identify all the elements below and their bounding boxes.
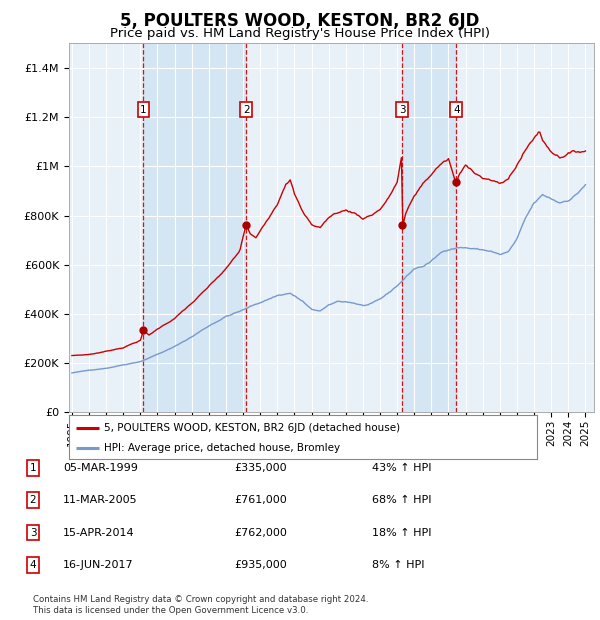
Text: 5, POULTERS WOOD, KESTON, BR2 6JD (detached house): 5, POULTERS WOOD, KESTON, BR2 6JD (detac… <box>104 423 400 433</box>
Text: 4: 4 <box>453 105 460 115</box>
Text: 3: 3 <box>399 105 406 115</box>
Text: Contains HM Land Registry data © Crown copyright and database right 2024.
This d: Contains HM Land Registry data © Crown c… <box>33 595 368 614</box>
Text: 68% ↑ HPI: 68% ↑ HPI <box>372 495 431 505</box>
Text: £761,000: £761,000 <box>234 495 287 505</box>
Text: 18% ↑ HPI: 18% ↑ HPI <box>372 528 431 538</box>
Text: 5, POULTERS WOOD, KESTON, BR2 6JD: 5, POULTERS WOOD, KESTON, BR2 6JD <box>121 12 479 30</box>
Text: 16-JUN-2017: 16-JUN-2017 <box>63 560 134 570</box>
Text: 11-MAR-2005: 11-MAR-2005 <box>63 495 137 505</box>
Text: 43% ↑ HPI: 43% ↑ HPI <box>372 463 431 473</box>
Text: 05-MAR-1999: 05-MAR-1999 <box>63 463 138 473</box>
Text: £335,000: £335,000 <box>234 463 287 473</box>
Text: 2: 2 <box>243 105 250 115</box>
Text: 8% ↑ HPI: 8% ↑ HPI <box>372 560 425 570</box>
Text: 2: 2 <box>29 495 37 505</box>
Text: 4: 4 <box>29 560 37 570</box>
Text: 15-APR-2014: 15-APR-2014 <box>63 528 134 538</box>
Text: Price paid vs. HM Land Registry's House Price Index (HPI): Price paid vs. HM Land Registry's House … <box>110 27 490 40</box>
Text: 1: 1 <box>140 105 147 115</box>
Bar <box>143 43 247 412</box>
Text: £935,000: £935,000 <box>234 560 287 570</box>
Text: 3: 3 <box>29 528 37 538</box>
Text: £762,000: £762,000 <box>234 528 287 538</box>
Text: 1: 1 <box>29 463 37 473</box>
Bar <box>402 43 457 412</box>
Text: HPI: Average price, detached house, Bromley: HPI: Average price, detached house, Brom… <box>104 443 340 453</box>
